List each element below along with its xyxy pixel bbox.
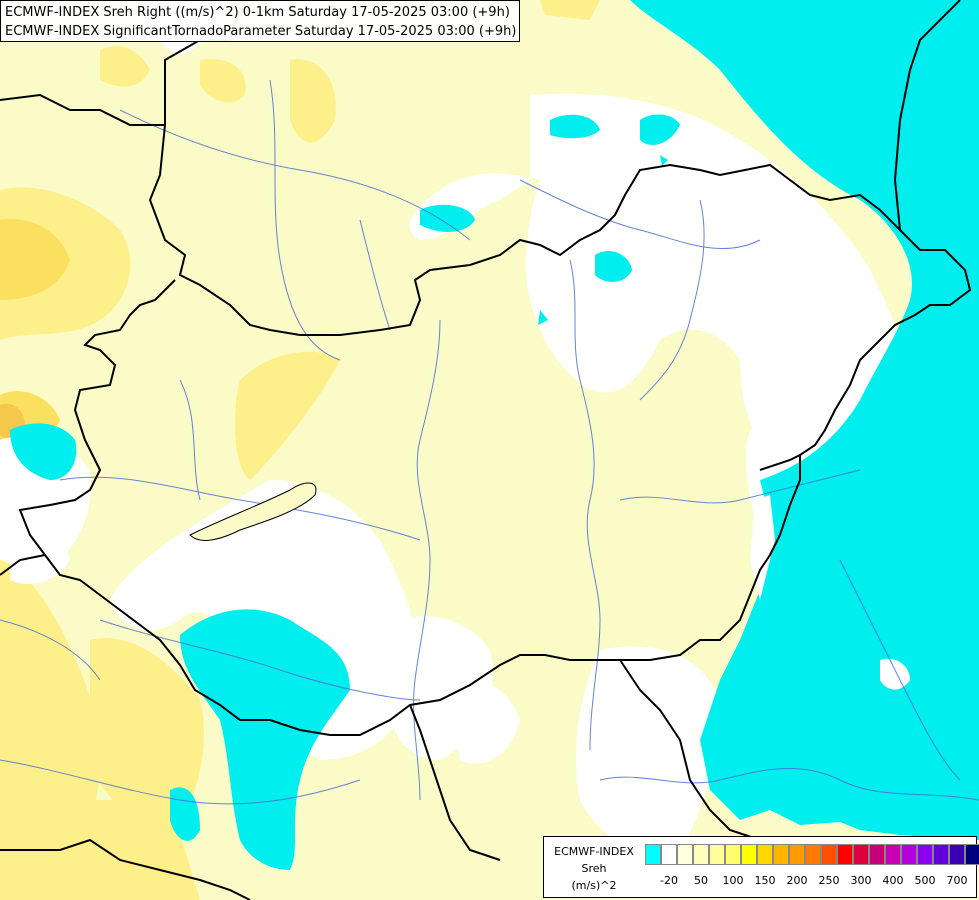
- legend-tick-label: 250: [818, 874, 840, 887]
- title-box: ECMWF-INDEX Sreh Right ((m/s)^2) 0-1km S…: [0, 0, 520, 42]
- legend-tick-label: 300: [850, 874, 872, 887]
- sreh-cyan-zones: [10, 0, 979, 870]
- legend-variable: Sreh: [581, 862, 607, 875]
- legend-swatch: [821, 844, 837, 865]
- legend-tick-label: 400: [882, 874, 904, 887]
- legend-source: ECMWF-INDEX: [554, 845, 634, 858]
- legend-tick-label: -20: [660, 874, 678, 887]
- color-legend: ECMWF-INDEX Sreh (m/s)^2 -20 50 100 150 200 2…: [543, 836, 979, 898]
- legend-swatch: [789, 844, 805, 865]
- legend-swatch: [677, 844, 693, 865]
- legend-ticks: -20 50 100 150 200 250 300 400 500 700: [645, 874, 975, 890]
- legend-swatch: [869, 844, 885, 865]
- legend-tick-label: 50: [694, 874, 708, 887]
- legend-swatch: [853, 844, 869, 865]
- rivers: [0, 79, 979, 805]
- legend-tick-label: 100: [722, 874, 744, 887]
- legend-swatches: [645, 844, 979, 865]
- legend-tick-label: 150: [754, 874, 776, 887]
- legend-tick-label: 500: [914, 874, 936, 887]
- legend-swatch: [661, 844, 677, 865]
- title-line-1: ECMWF-INDEX Sreh Right ((m/s)^2) 0-1km S…: [5, 5, 510, 20]
- legend-swatch: [709, 844, 725, 865]
- legend-swatch: [837, 844, 853, 865]
- legend-swatch: [965, 844, 979, 865]
- title-line-2: ECMWF-INDEX SignificantTornadoParameter …: [5, 24, 517, 39]
- legend-tick-label: 700: [946, 874, 968, 887]
- legend-swatch: [805, 844, 821, 865]
- legend-swatch: [773, 844, 789, 865]
- legend-swatch: [693, 844, 709, 865]
- legend-swatch: [885, 844, 901, 865]
- legend-swatch: [757, 844, 773, 865]
- legend-swatch: [645, 844, 661, 865]
- legend-tick-label: 200: [786, 874, 808, 887]
- legend-swatch: [725, 844, 741, 865]
- lake: [189, 482, 317, 541]
- legend-swatch: [901, 844, 917, 865]
- legend-unit: (m/s)^2: [571, 879, 617, 892]
- legend-swatch: [949, 844, 965, 865]
- legend-swatch: [933, 844, 949, 865]
- legend-swatch: [741, 844, 757, 865]
- legend-swatch: [917, 844, 933, 865]
